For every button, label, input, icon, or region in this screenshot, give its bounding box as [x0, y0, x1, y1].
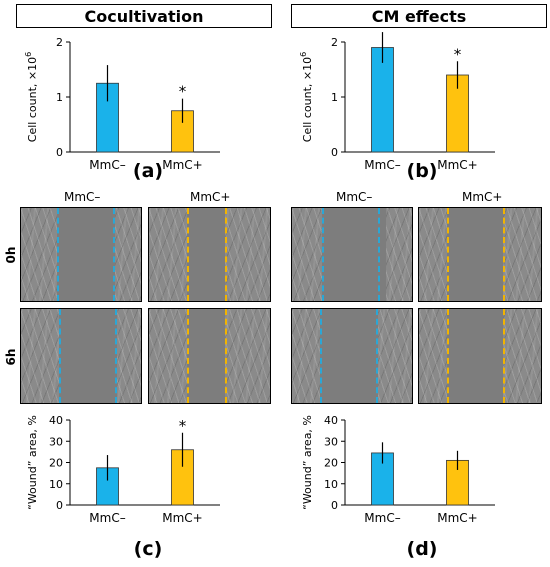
y-tick-label: 20: [49, 457, 63, 470]
micro-col-header-right-minus: MmC–: [336, 190, 373, 204]
y-tick-label: 10: [324, 478, 338, 491]
x-category-label: MmC+: [162, 511, 202, 525]
wound-edge-line: [376, 309, 378, 403]
micrograph-cocult-minus-0h: [20, 207, 142, 302]
y-axis-label: “Wound” area, %: [26, 415, 39, 510]
wound-edge-line: [59, 309, 61, 403]
y-tick-label: 1: [56, 91, 63, 104]
micrograph-cocult-minus-6h: [20, 308, 142, 404]
chart-c: 0 10 20 30 40 “Wound” area, % MmC– MmC+ *: [26, 414, 220, 525]
wound-edge-line: [187, 208, 189, 301]
bar: [371, 47, 394, 153]
y-tick-label: 1: [331, 91, 338, 104]
panel-label-d: (d): [406, 538, 438, 560]
wound-edge-line: [322, 208, 324, 301]
panel-label-c: (c): [133, 538, 163, 560]
chart-b: 0 1 2 Cell count, ×106 MmC– MmC+ *: [299, 32, 495, 172]
chart-a: 0 1 2 Cell count, ×106 MmC– MmC+ *: [24, 36, 220, 172]
micro-col-header-left-minus: MmC–: [64, 190, 101, 204]
y-tick-label: 40: [324, 414, 338, 427]
wound-edge-line: [503, 208, 505, 301]
x-category-label: MmC+: [437, 511, 477, 525]
micrograph-cocult-plus-0h: [148, 207, 271, 302]
wound-edge-line: [115, 309, 117, 403]
y-axis-label: Cell count, ×106: [24, 52, 39, 142]
wound-edge-line: [447, 309, 449, 403]
y-tick-label: 30: [49, 435, 63, 448]
wound-edge-line: [187, 309, 189, 403]
y-tick-label: 10: [49, 478, 63, 491]
panel-label-a: (a): [132, 160, 164, 182]
y-tick-label: 0: [56, 499, 63, 512]
wound-edge-line: [225, 208, 227, 301]
micrograph-cm-minus-6h: [291, 308, 413, 404]
significance-marker: *: [179, 417, 187, 435]
x-category-label: MmC–: [364, 511, 400, 525]
y-axis-label: Cell count, ×106: [299, 52, 314, 142]
micro-row-header-6h: 6h: [4, 348, 18, 366]
chart-d: 0 10 20 30 40 “Wound” area, % MmC– MmC+: [301, 414, 495, 525]
y-axis-label: “Wound” area, %: [301, 415, 314, 510]
wound-edge-line: [113, 208, 115, 301]
wound-edge-line: [57, 208, 59, 301]
wound-edge-line: [320, 309, 322, 403]
x-category-label: MmC–: [89, 511, 125, 525]
wound-edge-line: [503, 309, 505, 403]
y-tick-label: 30: [324, 435, 338, 448]
y-tick-label: 0: [331, 499, 338, 512]
y-tick-label: 2: [331, 36, 338, 49]
micrograph-cm-plus-0h: [418, 207, 542, 302]
micrograph-cocult-plus-6h: [148, 308, 271, 404]
x-category-label: MmC+: [162, 158, 202, 172]
y-tick-label: 0: [56, 146, 63, 159]
y-tick-label: 2: [56, 36, 63, 49]
micro-col-header-right-plus: MmC+: [462, 190, 503, 204]
section-title-cm-effects: CM effects: [291, 4, 547, 28]
section-title-cocultivation: Cocultivation: [16, 4, 272, 28]
y-tick-label: 20: [324, 457, 338, 470]
wound-edge-line: [378, 208, 380, 301]
significance-marker: *: [454, 45, 462, 63]
micro-row-header-0h: 0h: [4, 246, 18, 264]
micrograph-cm-minus-0h: [291, 207, 413, 302]
micro-col-header-left-plus: MmC+: [190, 190, 231, 204]
x-category-label: MmC–: [89, 158, 125, 172]
y-tick-label: 40: [49, 414, 63, 427]
y-axis-label-superscript: 6: [299, 52, 308, 57]
wound-edge-line: [447, 208, 449, 301]
y-axis-label-superscript: 6: [24, 52, 33, 57]
wound-edge-line: [225, 309, 227, 403]
micrograph-cm-plus-6h: [418, 308, 542, 404]
x-category-label: MmC–: [364, 158, 400, 172]
x-category-label: MmC+: [437, 158, 477, 172]
significance-marker: *: [179, 83, 187, 101]
panel-label-b: (b): [406, 160, 438, 182]
y-tick-label: 0: [331, 146, 338, 159]
